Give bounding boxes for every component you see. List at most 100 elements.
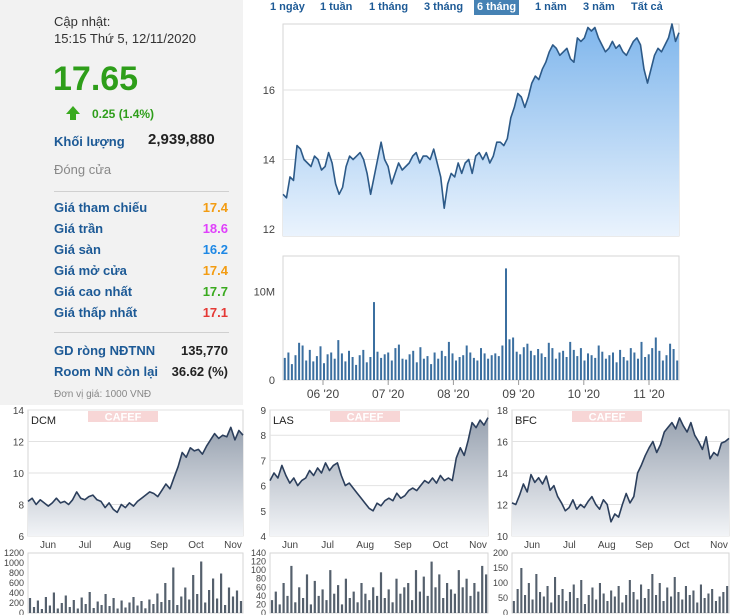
bfc-volume-volume-bar bbox=[587, 595, 590, 613]
main-volume-volume-bar bbox=[558, 352, 561, 380]
main-volume-volume-bar bbox=[551, 348, 554, 380]
main-volume-volume-bar bbox=[422, 358, 425, 380]
main-volume-volume-bar bbox=[565, 357, 568, 380]
main-volume-volume-bar bbox=[387, 352, 390, 380]
bfc-y-tick: 12 bbox=[497, 501, 509, 512]
dcm-volume-y-tick: 1200 bbox=[4, 548, 24, 558]
main-volume-volume-bar bbox=[615, 362, 618, 380]
main-volume-volume-bar bbox=[419, 347, 422, 380]
dcm-volume-volume-bar bbox=[227, 587, 231, 613]
las-volume-y-tick: 100 bbox=[251, 565, 266, 575]
bfc-volume-volume-bar bbox=[535, 574, 538, 613]
bfc-volume-volume-bar bbox=[583, 604, 586, 613]
bfc-volume-volume-bar bbox=[666, 587, 669, 613]
bfc-volume-volume-bar bbox=[595, 599, 598, 613]
las-volume-volume-bar bbox=[465, 578, 468, 613]
main-volume-volume-bar bbox=[355, 364, 358, 380]
dcm-volume-volume-bar bbox=[239, 601, 243, 613]
las-x-tick-label: Jun bbox=[282, 540, 298, 551]
main-volume-volume-bar bbox=[512, 337, 515, 380]
dcm-volume-volume-bar bbox=[192, 575, 195, 613]
main-volume-volume-bar bbox=[519, 354, 522, 380]
main-volume-volume-bar bbox=[501, 345, 504, 380]
updated-time: 15:15 Thứ 5, 12/11/2020 bbox=[54, 31, 196, 46]
bfc-volume-volume-bar bbox=[546, 586, 549, 613]
dcm-volume-volume-bar bbox=[231, 596, 235, 613]
bfc-volume-volume-bar bbox=[531, 599, 534, 613]
bfc-volume-volume-bar bbox=[516, 589, 519, 613]
main-volume-volume-bar bbox=[462, 355, 465, 380]
main-volume-volume-bar bbox=[640, 341, 643, 380]
bfc-volume-volume-bar bbox=[580, 580, 583, 613]
tab-1-month[interactable]: 1 tháng bbox=[369, 1, 409, 13]
las-volume-volume-bar bbox=[391, 602, 394, 613]
tab-6-months[interactable]: 6 tháng bbox=[474, 0, 520, 15]
bfc-x-tick-label: Aug bbox=[598, 540, 616, 551]
dcm-volume-volume-bar bbox=[68, 607, 71, 613]
dcm-volume-volume-bar bbox=[116, 608, 119, 613]
main-x-tick-label: 08 '20 bbox=[437, 387, 470, 401]
dcm-volume-volume-bar bbox=[108, 606, 111, 613]
bfc-volume-volume-bar bbox=[655, 595, 658, 613]
main-volume-volume-bar bbox=[672, 349, 675, 380]
bfc-x-tick-label: Jun bbox=[524, 540, 540, 551]
dcm-volume-volume-bar bbox=[36, 600, 39, 613]
las-y-tick: 8 bbox=[260, 431, 266, 442]
dcm-volume-volume-bar bbox=[140, 601, 143, 613]
las-volume-volume-bar bbox=[418, 591, 421, 613]
las-volume-volume-bar bbox=[426, 595, 429, 613]
cafef-watermark-logo bbox=[572, 411, 642, 422]
bfc-volume-volume-bar bbox=[602, 593, 605, 613]
bfc-volume-volume-bar bbox=[520, 568, 523, 613]
main-volume-volume-bar bbox=[458, 357, 461, 380]
bfc-x-tick-label: Nov bbox=[710, 540, 728, 551]
cafef-watermark-text: CAFEF bbox=[105, 412, 142, 424]
tab-all[interactable]: Tất cả bbox=[631, 1, 663, 13]
las-volume-volume-bar bbox=[407, 583, 410, 613]
dcm-y-tick: 10 bbox=[13, 469, 25, 480]
tab-1-week[interactable]: 1 tuần bbox=[320, 1, 353, 13]
main-volume-volume-bar bbox=[494, 353, 497, 380]
main-volume-volume-bar bbox=[294, 355, 297, 380]
las-volume-volume-bar bbox=[434, 587, 437, 613]
dcm-volume-volume-bar bbox=[172, 567, 175, 613]
bfc-volume-volume-bar bbox=[598, 583, 601, 613]
main-volume-volume-bar bbox=[651, 348, 654, 380]
price-change: 0.25 (1.4%) bbox=[92, 107, 155, 121]
main-volume-volume-bar bbox=[351, 357, 354, 380]
main-volume-volume-bar bbox=[444, 356, 447, 380]
las-volume-volume-bar bbox=[376, 595, 379, 613]
las-volume-volume-bar bbox=[399, 593, 402, 613]
main-volume-volume-bar bbox=[308, 349, 311, 380]
main-volume-y-tick: 0 bbox=[269, 375, 275, 387]
main-volume-volume-bar bbox=[587, 353, 589, 380]
dcm-volume-volume-bar bbox=[152, 604, 155, 613]
main-volume-volume-bar bbox=[529, 350, 532, 380]
bfc-volume-volume-bar bbox=[703, 598, 706, 613]
las-volume-volume-bar bbox=[449, 589, 453, 613]
tab-3-years[interactable]: 3 năm bbox=[583, 1, 615, 13]
main-volume-volume-bar bbox=[383, 354, 386, 380]
main-volume-volume-bar bbox=[629, 348, 632, 380]
tab-1-year[interactable]: 1 năm bbox=[535, 1, 567, 13]
dcm-volume-volume-bar bbox=[212, 578, 215, 613]
dcm-volume-volume-bar bbox=[208, 590, 211, 613]
bfc-volume-y-tick: 0 bbox=[503, 608, 508, 615]
dcm-y-tick: 14 bbox=[13, 406, 25, 417]
tab-3-months[interactable]: 3 tháng bbox=[424, 1, 464, 13]
bfc-volume-volume-bar bbox=[718, 596, 721, 613]
tab-1-day[interactable]: 1 ngày bbox=[270, 1, 305, 13]
bfc-y-tick: 18 bbox=[497, 406, 509, 417]
bfc-volume-y-tick: 50 bbox=[498, 593, 508, 603]
main-price-y-tick: 16 bbox=[263, 85, 275, 97]
dcm-volume-volume-bar bbox=[128, 602, 131, 613]
high-price-label: Giá cao nhất bbox=[54, 284, 133, 299]
las-volume-volume-bar bbox=[352, 591, 355, 613]
bfc-volume-volume-bar bbox=[696, 602, 699, 613]
main-volume-volume-bar bbox=[362, 349, 365, 380]
bfc-volume-volume-bar bbox=[640, 584, 643, 613]
main-x-tick-label: 09 '20 bbox=[502, 387, 535, 401]
las-volume-volume-bar bbox=[438, 574, 441, 613]
bfc-volume-volume-bar bbox=[711, 589, 714, 613]
main-volume-volume-bar bbox=[665, 355, 668, 380]
